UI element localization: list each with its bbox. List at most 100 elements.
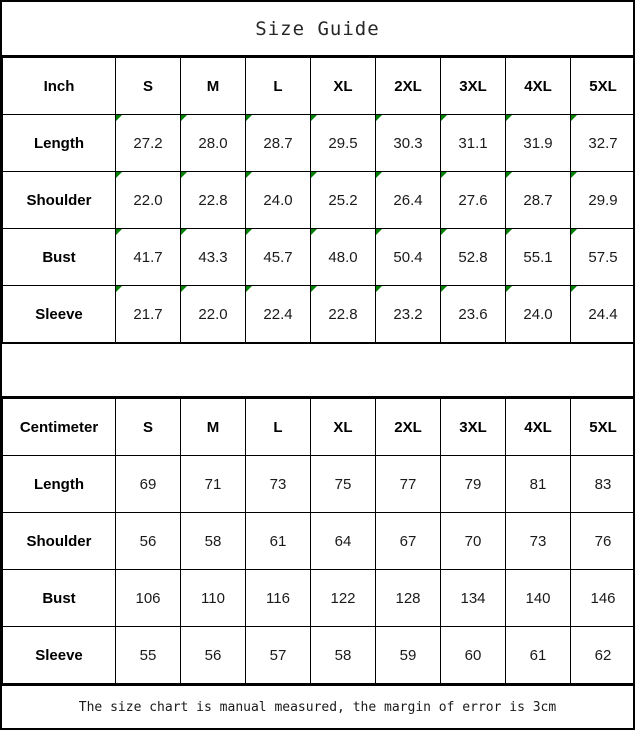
cm-sleeve-s: 55: [115, 626, 181, 684]
inch-shoulder-2xl: 26.4: [375, 171, 441, 229]
table-row: Length 69 71 73 75 77 79 81 83: [2, 455, 635, 513]
cm-shoulder-5xl: 76: [570, 512, 635, 570]
inch-table-wrapper: Inch S M L XL 2XL 3XL 4XL 5XL Length 27.…: [2, 57, 635, 343]
inch-header-row: Inch S M L XL 2XL 3XL 4XL 5XL: [2, 57, 635, 115]
inch-header-4xl: 4XL: [505, 57, 571, 115]
cm-bust-5xl: 146: [570, 569, 635, 627]
inch-shoulder-s: 22.0: [115, 171, 181, 229]
cm-length-5xl: 83: [570, 455, 635, 513]
inch-row-label-bust: Bust: [2, 228, 116, 286]
inch-row-label-shoulder: Shoulder: [2, 171, 116, 229]
inch-header-2xl: 2XL: [375, 57, 441, 115]
centimeter-table-body: Centimeter S M L XL 2XL 3XL 4XL 5XL Leng…: [2, 398, 635, 684]
inch-sleeve-2xl: 23.2: [375, 285, 441, 343]
cm-shoulder-m: 58: [180, 512, 246, 570]
table-row: Sleeve 55 56 57 58 59 60 61 62: [2, 626, 635, 684]
inch-header-s: S: [115, 57, 181, 115]
inch-bust-5xl: 57.5: [570, 228, 635, 286]
inch-table-body: Inch S M L XL 2XL 3XL 4XL 5XL Length 27.…: [2, 57, 635, 343]
cm-sleeve-xl: 58: [310, 626, 376, 684]
cm-sleeve-l: 57: [245, 626, 311, 684]
inch-length-l: 28.7: [245, 114, 311, 172]
cm-bust-3xl: 134: [440, 569, 506, 627]
size-guide-title-row: Size Guide: [2, 2, 633, 57]
table-row: Shoulder 22.0 22.8 24.0 25.2 26.4 27.6 2…: [2, 171, 635, 229]
cm-bust-s: 106: [115, 569, 181, 627]
inch-bust-xl: 48.0: [310, 228, 376, 286]
inch-sleeve-xl: 22.8: [310, 285, 376, 343]
inch-length-s: 27.2: [115, 114, 181, 172]
cm-bust-l: 116: [245, 569, 311, 627]
cm-length-s: 69: [115, 455, 181, 513]
cm-bust-m: 110: [180, 569, 246, 627]
inch-shoulder-4xl: 28.7: [505, 171, 571, 229]
table-separator-row: [2, 343, 633, 398]
inch-bust-4xl: 55.1: [505, 228, 571, 286]
inch-header-5xl: 5XL: [570, 57, 635, 115]
cm-header-s: S: [115, 398, 181, 456]
inch-bust-2xl: 50.4: [375, 228, 441, 286]
inch-bust-3xl: 52.8: [440, 228, 506, 286]
cm-sleeve-4xl: 61: [505, 626, 571, 684]
cm-row-label-bust: Bust: [2, 569, 116, 627]
inch-bust-l: 45.7: [245, 228, 311, 286]
inch-length-5xl: 32.7: [570, 114, 635, 172]
cm-header-5xl: 5XL: [570, 398, 635, 456]
inch-row-label-sleeve: Sleeve: [2, 285, 116, 343]
inch-header-3xl: 3XL: [440, 57, 506, 115]
inch-length-m: 28.0: [180, 114, 246, 172]
cm-length-m: 71: [180, 455, 246, 513]
inch-sleeve-5xl: 24.4: [570, 285, 635, 343]
cm-shoulder-3xl: 70: [440, 512, 506, 570]
cm-row-label-shoulder: Shoulder: [2, 512, 116, 570]
inch-unit-header: Inch: [2, 57, 116, 115]
centimeter-size-table: Centimeter S M L XL 2XL 3XL 4XL 5XL Leng…: [2, 398, 635, 684]
inch-shoulder-xl: 25.2: [310, 171, 376, 229]
cm-length-xl: 75: [310, 455, 376, 513]
cm-bust-4xl: 140: [505, 569, 571, 627]
inch-shoulder-3xl: 27.6: [440, 171, 506, 229]
cm-sleeve-m: 56: [180, 626, 246, 684]
inch-sleeve-3xl: 23.6: [440, 285, 506, 343]
cm-header-2xl: 2XL: [375, 398, 441, 456]
cm-row-label-length: Length: [2, 455, 116, 513]
inch-shoulder-l: 24.0: [245, 171, 311, 229]
table-row: Bust 106 110 116 122 128 134 140 146: [2, 569, 635, 627]
inch-sleeve-s: 21.7: [115, 285, 181, 343]
inch-length-2xl: 30.3: [375, 114, 441, 172]
cm-shoulder-xl: 64: [310, 512, 376, 570]
inch-sleeve-m: 22.0: [180, 285, 246, 343]
table-row: Length 27.2 28.0 28.7 29.5 30.3 31.1 31.…: [2, 114, 635, 172]
measurement-note-row: The size chart is manual measured, the m…: [2, 684, 633, 728]
measurement-note: The size chart is manual measured, the m…: [78, 699, 557, 715]
cm-header-3xl: 3XL: [440, 398, 506, 456]
inch-bust-s: 41.7: [115, 228, 181, 286]
centimeter-header-row: Centimeter S M L XL 2XL 3XL 4XL 5XL: [2, 398, 635, 456]
inch-length-xl: 29.5: [310, 114, 376, 172]
inch-shoulder-5xl: 29.9: [570, 171, 635, 229]
cm-unit-header: Centimeter: [2, 398, 116, 456]
cm-shoulder-4xl: 73: [505, 512, 571, 570]
inch-sleeve-4xl: 24.0: [505, 285, 571, 343]
cm-length-4xl: 81: [505, 455, 571, 513]
cm-header-xl: XL: [310, 398, 376, 456]
inch-sleeve-l: 22.4: [245, 285, 311, 343]
cm-header-m: M: [180, 398, 246, 456]
cm-sleeve-2xl: 59: [375, 626, 441, 684]
cm-length-2xl: 77: [375, 455, 441, 513]
cm-shoulder-2xl: 67: [375, 512, 441, 570]
page-title: Size Guide: [255, 17, 380, 40]
cm-sleeve-3xl: 60: [440, 626, 506, 684]
inch-length-4xl: 31.9: [505, 114, 571, 172]
inch-header-xl: XL: [310, 57, 376, 115]
table-row: Bust 41.7 43.3 45.7 48.0 50.4 52.8 55.1 …: [2, 228, 635, 286]
cm-bust-xl: 122: [310, 569, 376, 627]
inch-header-m: M: [180, 57, 246, 115]
inch-shoulder-m: 22.8: [180, 171, 246, 229]
inch-bust-m: 43.3: [180, 228, 246, 286]
cm-header-4xl: 4XL: [505, 398, 571, 456]
cm-header-l: L: [245, 398, 311, 456]
table-row: Shoulder 56 58 61 64 67 70 73 76: [2, 512, 635, 570]
cm-row-label-sleeve: Sleeve: [2, 626, 116, 684]
